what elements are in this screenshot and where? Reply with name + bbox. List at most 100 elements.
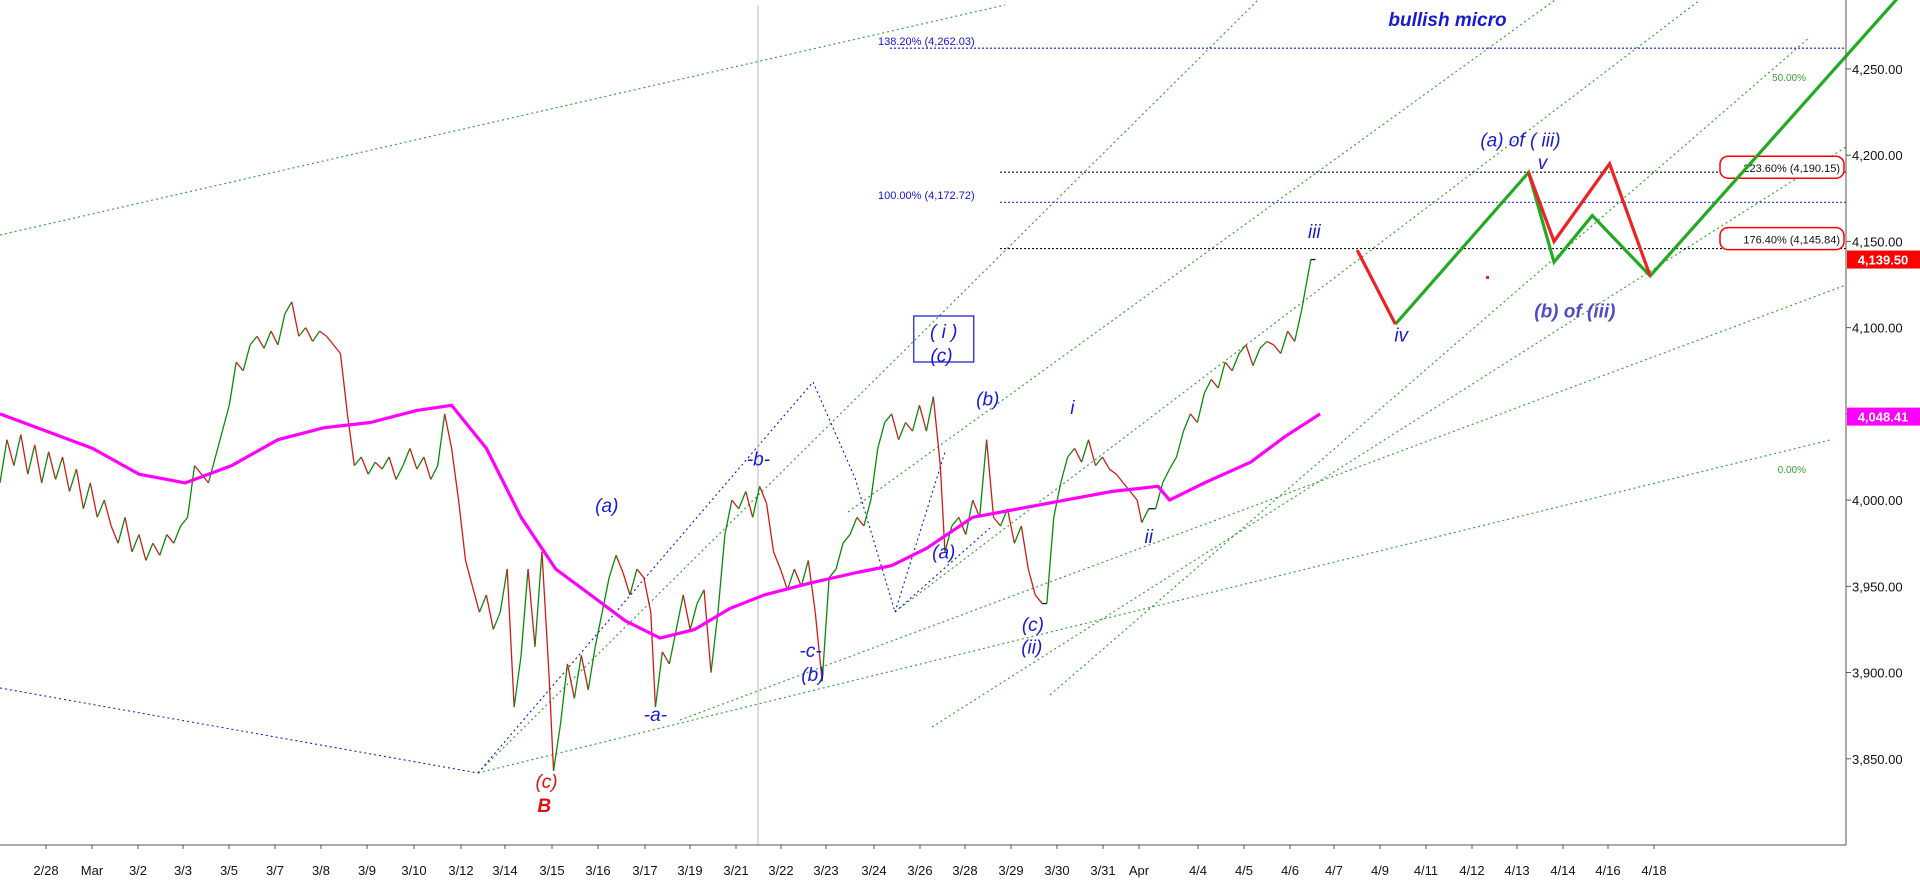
price-segment bbox=[367, 461, 376, 475]
price-segment bbox=[1046, 517, 1055, 604]
price-segment bbox=[615, 555, 624, 573]
price-segment bbox=[1280, 330, 1289, 354]
y-tick-label: 4,100.00 bbox=[1852, 321, 1903, 336]
price-segment bbox=[506, 569, 515, 708]
fib-level-label: 176.40% (4,145.84) bbox=[1743, 235, 1840, 247]
x-tick-label: 2/28 bbox=[33, 863, 58, 878]
price-segment bbox=[499, 568, 508, 613]
channel-line bbox=[477, 0, 1259, 774]
price-segment bbox=[552, 724, 562, 771]
price-segment bbox=[527, 569, 536, 647]
price-segment bbox=[159, 534, 168, 556]
price-segment bbox=[186, 465, 196, 518]
x-tick-label: 4/12 bbox=[1459, 863, 1484, 878]
price-segment bbox=[173, 525, 182, 544]
price-segment bbox=[608, 555, 617, 578]
wave-label: iv bbox=[1394, 325, 1409, 346]
wave-label: (b) bbox=[801, 665, 824, 686]
price-segment bbox=[594, 612, 603, 647]
x-tick-label: 3/15 bbox=[539, 863, 564, 878]
price-segment bbox=[898, 422, 907, 440]
y-tick-label: 4,200.00 bbox=[1852, 148, 1903, 163]
wave-label: (b) of (iii) bbox=[1534, 301, 1615, 322]
x-tick-label: 3/26 bbox=[907, 863, 932, 878]
price-segment bbox=[13, 434, 22, 466]
x-tick-label: 3/19 bbox=[677, 863, 702, 878]
price-segment bbox=[1259, 340, 1268, 349]
price-segment bbox=[416, 456, 425, 470]
price-segment bbox=[326, 335, 335, 346]
price-segment bbox=[548, 672, 555, 771]
price-segment bbox=[1294, 310, 1303, 342]
x-tick-label: 3/31 bbox=[1090, 863, 1115, 878]
x-tick-label: 3/24 bbox=[861, 863, 886, 878]
price-segment bbox=[911, 405, 921, 432]
x-tick-label: 3/14 bbox=[492, 863, 517, 878]
wave-label: -c- bbox=[800, 641, 822, 662]
price-segment bbox=[559, 663, 569, 725]
x-tick-label: 3/16 bbox=[585, 863, 610, 878]
price-segment bbox=[863, 499, 872, 527]
price-segment bbox=[207, 456, 217, 484]
price-segment bbox=[779, 568, 789, 590]
price-segment bbox=[1224, 361, 1233, 372]
price-segment bbox=[1238, 344, 1247, 354]
price-segment bbox=[828, 568, 837, 579]
fib-level-label: 138.20% (4,262.03) bbox=[878, 36, 975, 48]
price-segment bbox=[965, 499, 974, 535]
price-segment bbox=[1129, 491, 1138, 501]
fibonacci-levels: 138.20% (4,262.03) 100.00% (4,172.72) 223.… bbox=[878, 36, 1846, 251]
x-tick-label: 4/16 bbox=[1595, 863, 1620, 878]
price-segment bbox=[291, 301, 300, 337]
wave-label: ( i ) bbox=[930, 322, 957, 343]
price-segment bbox=[464, 560, 474, 587]
price-segment bbox=[1231, 353, 1240, 372]
price-segment bbox=[117, 517, 126, 544]
ma-value-label: 4,048.41 bbox=[1858, 410, 1909, 425]
price-segment bbox=[388, 456, 397, 480]
price-segment bbox=[800, 560, 809, 587]
wave-label: iii bbox=[1308, 222, 1321, 243]
channel-line bbox=[931, 146, 1847, 728]
price-segment bbox=[772, 551, 782, 570]
moving-average-series bbox=[0, 403, 1321, 640]
price-segment bbox=[636, 568, 645, 579]
x-tick-label: 4/9 bbox=[1371, 863, 1389, 878]
projection-dot-marker bbox=[1486, 276, 1489, 279]
x-tick-label: 3/21 bbox=[723, 863, 748, 878]
price-segment bbox=[41, 451, 50, 483]
x-tick-label: 4/11 bbox=[1414, 863, 1438, 878]
price-segment bbox=[520, 569, 529, 656]
price-segment bbox=[360, 456, 369, 475]
price-segment bbox=[284, 301, 293, 315]
x-tick-label: 3/10 bbox=[401, 863, 426, 878]
price-segment bbox=[27, 444, 36, 475]
price-segment bbox=[430, 465, 439, 480]
price-segment bbox=[1196, 393, 1205, 423]
price-segment bbox=[82, 482, 91, 509]
price-segment bbox=[1252, 348, 1261, 366]
price-segment bbox=[235, 361, 244, 372]
price-segment bbox=[1217, 361, 1226, 389]
wave-label: (a) bbox=[595, 496, 618, 517]
wave-label: -b- bbox=[747, 450, 770, 471]
price-segment bbox=[332, 344, 341, 354]
price-segment bbox=[89, 482, 98, 518]
price-segment bbox=[298, 327, 307, 337]
wave-guide-line bbox=[854, 477, 896, 613]
price-segment bbox=[814, 612, 823, 682]
channel-lines: 50.00% 0.00% bbox=[0, 0, 1847, 845]
price-segment bbox=[256, 335, 265, 349]
price-segment bbox=[138, 534, 147, 561]
x-tick-label: 3/23 bbox=[813, 863, 838, 878]
price-segment bbox=[437, 413, 446, 466]
x-tick-label: 3/9 bbox=[358, 863, 376, 878]
price-segment bbox=[765, 503, 775, 552]
wave-guide-line bbox=[477, 381, 814, 774]
price-segment bbox=[263, 330, 272, 349]
price-segment bbox=[409, 448, 418, 470]
x-tick-label: 3/8 bbox=[312, 863, 330, 878]
price-segment bbox=[152, 542, 161, 556]
